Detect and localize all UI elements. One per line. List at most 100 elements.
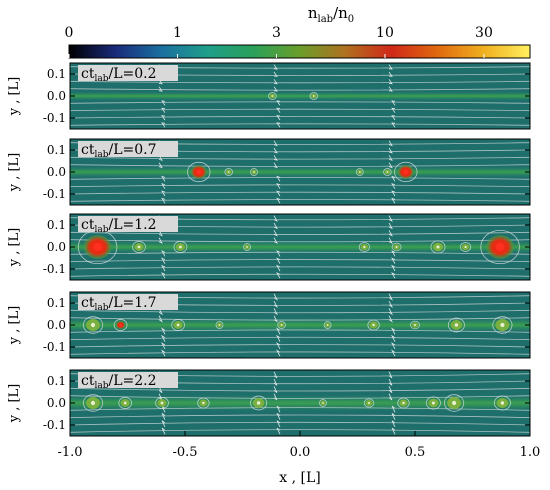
field-arrow [391, 183, 396, 189]
field-arrow [160, 349, 166, 357]
plasmoid-core [358, 171, 361, 173]
field-line [70, 407, 530, 411]
field-arrow [160, 327, 166, 335]
plasmoid-core [402, 401, 405, 405]
panel: ctlab/L=0.2 0.1 0.0 -0.1 y , [L] [7, 62, 531, 130]
field-arrow [391, 197, 396, 204]
field-arrow [391, 100, 396, 106]
field-line [70, 429, 530, 433]
plasmoid-core [312, 95, 315, 97]
y-tick-label: -0.1 [43, 340, 66, 354]
current-sheet [70, 91, 530, 101]
plasmoid-core [403, 169, 409, 175]
field-arrow [390, 334, 396, 342]
time-label: ctlab/L=0.2 [81, 66, 157, 84]
y-tick-label: 0.0 [47, 89, 66, 103]
field-line [70, 231, 530, 235]
field-line [70, 116, 530, 119]
field-arrow [276, 413, 281, 420]
plasmoid-core [271, 95, 274, 97]
plasmoid-halo [309, 92, 319, 100]
field-line [70, 336, 530, 341]
field-arrow [391, 250, 396, 257]
field-arrow [391, 413, 396, 420]
colorbar-tick-label: 3 [272, 25, 281, 41]
y-axis-label: y , [L] [7, 384, 22, 424]
field-arrow [388, 86, 393, 92]
panels: ctlab/L=0.2 0.1 0.0 -0.1 y , [L] ctlab/L=0.7 0… [7, 62, 531, 437]
plasmoid-halo [319, 399, 327, 407]
plasmoid-halo [480, 229, 520, 265]
field-arrow [391, 107, 396, 113]
field-arrow [390, 327, 396, 335]
field-arrow [276, 250, 281, 257]
y-tick-label: 0.0 [47, 318, 66, 332]
y-tick-label: -0.1 [43, 418, 66, 432]
plasmoid-core [500, 401, 505, 405]
field-arrow [273, 378, 278, 386]
plasmoid-core [326, 324, 329, 326]
field-arrow [388, 155, 393, 161]
field-arrow [273, 147, 278, 154]
field-arrow [388, 308, 394, 316]
field-arrow [276, 122, 281, 128]
plasmoid-halo [394, 161, 418, 183]
field-arrow [390, 349, 396, 357]
x-tick-label: 0.5 [405, 445, 426, 460]
plasmoid-halo [197, 397, 210, 409]
plasmoid-halo [397, 397, 410, 409]
field-arrow [391, 175, 396, 182]
field-arrow [388, 300, 394, 308]
plasmoid-core [90, 400, 96, 406]
plasmoid-core [322, 402, 324, 404]
plasmoid-halo [113, 319, 128, 331]
plasmoid-halo [391, 242, 402, 252]
time-label: ctlab/L=1.7 [81, 295, 157, 313]
field-arrow [161, 427, 166, 435]
y-tick-label: -0.1 [43, 187, 66, 201]
field-arrow [391, 405, 396, 413]
current-sheet [70, 394, 530, 412]
plasmoid-core [436, 245, 440, 249]
plasmoid-halo [224, 168, 233, 176]
field-line [70, 395, 530, 399]
field-line [70, 251, 530, 255]
plasmoid-halo [447, 317, 465, 333]
field-arrow [161, 122, 166, 128]
plasmoid-halo [430, 240, 446, 254]
time-label: ctlab/L=2.2 [81, 373, 157, 391]
field-line [70, 80, 530, 84]
plasmoid-halo [250, 395, 268, 411]
field-arrow [161, 107, 166, 113]
plasmoid-core [176, 323, 180, 327]
plasmoid-core [160, 401, 164, 405]
plasmoid-core [500, 322, 505, 328]
plasmoid-halo [323, 321, 332, 329]
plasmoid-halo [383, 168, 392, 176]
plasmoid-core [227, 171, 230, 173]
field-line [70, 101, 530, 104]
field-arrow [391, 257, 396, 264]
y-tick-label: 0.1 [47, 374, 66, 388]
field-arrow [158, 162, 163, 169]
field-arrow [161, 190, 166, 197]
plasmoid-core [454, 323, 459, 327]
time-label-box [78, 216, 178, 232]
field-arrow [276, 107, 281, 113]
y-axis-label: y , [L] [7, 153, 22, 193]
y-tick-label: -0.1 [43, 111, 66, 125]
plasmoid-core [90, 322, 96, 328]
field-arrow [273, 162, 278, 169]
field-arrow [391, 122, 396, 128]
field-line [70, 108, 530, 112]
field-arrow [273, 386, 278, 393]
panel: ctlab/L=1.7 0.1 0.0 -0.1 y , [L] [7, 291, 531, 359]
plasmoid-core [246, 246, 248, 248]
colorbar-tick-label: 10 [376, 25, 394, 41]
field-arrow [273, 64, 278, 70]
y-tick-label: 0.0 [47, 240, 66, 254]
field-arrow [158, 237, 163, 244]
field-line [70, 317, 530, 321]
field-arrow [158, 315, 164, 323]
field-arrow [158, 86, 163, 92]
